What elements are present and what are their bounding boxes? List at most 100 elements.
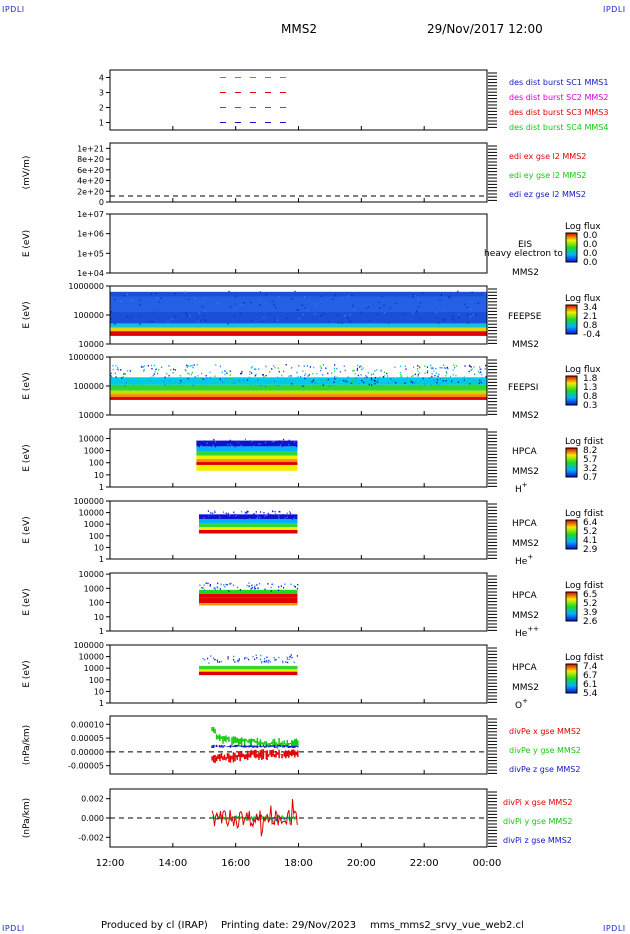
hpca_h-panel-speck xyxy=(272,443,274,446)
feepse-panel-speck xyxy=(417,306,419,308)
feepsi-panel-speck xyxy=(221,380,224,383)
hpca_he2-panel-speck xyxy=(216,586,218,588)
hpca_he1-panel-speck xyxy=(267,512,269,515)
feepse-panel-speck xyxy=(320,314,322,317)
feepse-panel-speck xyxy=(306,309,308,311)
hpca_he1-panel-charge: + xyxy=(527,553,533,561)
feepse-panel-colorbar-tick: 0.8 xyxy=(583,321,598,331)
eis-panel-tick-label: 1e+06 xyxy=(77,230,104,239)
feepsi-panel-speck xyxy=(352,370,354,372)
hpca_o-panel-charge: + xyxy=(522,697,528,705)
hpca_h-panel-speck xyxy=(264,441,267,444)
feepsi-panel-speck xyxy=(189,365,191,367)
feepsi-panel-speck xyxy=(116,368,118,371)
feepsi-panel-speck xyxy=(297,375,299,378)
hpca_o-panel-speck xyxy=(256,657,258,659)
feepsi-panel-speck xyxy=(445,380,447,382)
hpca_h-panel-band xyxy=(196,459,298,463)
hpca_h-panel-tick-label: 1000 xyxy=(84,447,104,456)
hpca_h-panel-colorbar-title: Log fdist xyxy=(565,437,604,447)
hpca_h-panel-colorbar-tick: 0.7 xyxy=(583,473,597,483)
feepsi-panel-speck xyxy=(457,381,459,383)
feepsi-panel-speck xyxy=(211,378,214,380)
feepsi-panel-speck xyxy=(414,385,416,388)
hpca_h-panel-speck xyxy=(238,442,241,444)
feepsi-panel-speck xyxy=(313,366,315,369)
feepsi-panel-speck xyxy=(223,369,226,372)
feepsi-panel-speck xyxy=(351,381,353,383)
feepse-panel-speck xyxy=(193,297,196,300)
feepse-panel-speck xyxy=(381,295,383,298)
feepsi-panel-speck xyxy=(112,368,114,371)
feepsi-panel-speck xyxy=(164,376,166,379)
feepse-panel-speck xyxy=(455,320,457,323)
feepsi-panel-speck xyxy=(193,364,195,366)
feepsi-panel-speck xyxy=(479,368,481,370)
feepse-panel-speck xyxy=(350,321,352,323)
hpca_he1-panel-speck xyxy=(225,512,227,515)
feepsi-panel-speck xyxy=(225,377,227,380)
feepse-panel-speck xyxy=(277,319,279,321)
feepsi-panel-speck xyxy=(328,385,330,387)
feepse-panel-sc: MMS2 xyxy=(512,340,539,350)
feepsi-panel-speck xyxy=(434,374,436,377)
feepsi-panel-speck xyxy=(320,369,322,372)
hpca_h-panel-speck xyxy=(206,445,208,448)
hpca_h-panel-speck xyxy=(210,445,213,447)
hpca_h-panel-speck xyxy=(288,443,290,446)
feepsi-panel-speck xyxy=(303,365,305,367)
feepsi-panel-speck xyxy=(374,376,377,379)
hpca_h-panel-speck xyxy=(249,445,252,448)
hpca_o-panel-speck xyxy=(253,658,256,661)
feepse-panel-speck xyxy=(235,308,237,310)
feepsi-panel-speck xyxy=(150,376,152,379)
hpca_he2-panel-speck xyxy=(251,587,253,589)
eis-panel-colorbar-title: Log flux xyxy=(565,222,601,232)
hpca_o-panel-speck xyxy=(269,661,271,663)
hpca_he2-panel-frame xyxy=(109,572,488,632)
feepsi-panel-speck xyxy=(150,364,153,367)
feepsi-panel-speck xyxy=(339,382,341,385)
feepsi-panel-speck xyxy=(418,366,421,368)
feepse-panel-speck xyxy=(470,308,472,311)
feepse-panel-speck xyxy=(197,320,200,323)
feepse-panel-speck xyxy=(332,298,334,300)
feepse-panel-speck xyxy=(457,290,459,293)
feepse-panel-speck xyxy=(199,319,201,322)
feepsi-panel-speck xyxy=(375,380,377,383)
hpca_o-panel-speck xyxy=(206,657,209,660)
feepsi-panel-speck xyxy=(376,368,378,371)
hpca_o-panel-speck xyxy=(290,654,292,656)
feepsi-panel-colorbar-tick: 1.8 xyxy=(583,374,598,384)
feepsi-panel-speck xyxy=(312,372,314,375)
hpca_h-panel-speck xyxy=(200,445,202,447)
feepsi-panel-speck xyxy=(354,372,356,375)
feepsi-panel-speck xyxy=(433,378,435,381)
hpca_o-panel-speck xyxy=(218,661,221,663)
feepsi-panel-speck xyxy=(259,385,262,387)
hpca_o-panel-speck xyxy=(267,661,269,664)
hpca_he1-panel-sc: MMS2 xyxy=(512,539,539,549)
feepsi-panel-speck xyxy=(370,378,373,381)
feepsi-panel-speck xyxy=(422,377,424,380)
feepsi-panel-colorbar-tick: 0.3 xyxy=(583,401,597,411)
feepsi-panel-speck xyxy=(401,375,403,377)
feepsi-panel-speck xyxy=(125,382,127,384)
hpca_o-panel-band xyxy=(199,671,298,676)
feepsi-panel-speck xyxy=(226,372,228,375)
feepse-panel-speck xyxy=(437,322,440,324)
feepsi-panel-speck xyxy=(468,370,470,373)
hpca_h-panel-speck xyxy=(234,445,236,448)
feepsi-panel-speck xyxy=(192,366,194,369)
hpca_he1-panel-speck xyxy=(271,510,274,512)
feepse-panel-speck xyxy=(186,314,188,317)
hpca_he1-panel-speck xyxy=(284,517,286,520)
burst-panel-legend-entry: des dist burst SC3 MMS3 xyxy=(509,108,608,117)
hpca_he1-panel-speck xyxy=(282,514,284,516)
feepse-panel-speck xyxy=(126,293,128,296)
feepsi-panel-colorbar-tick: 1.3 xyxy=(583,383,597,393)
burst-panel-legend-entry: des dist burst SC2 MMS2 xyxy=(509,93,608,102)
hpca_h-panel-speck xyxy=(212,444,214,446)
feepsi-panel-speck xyxy=(426,366,429,368)
feepse-panel-speck xyxy=(203,318,206,321)
